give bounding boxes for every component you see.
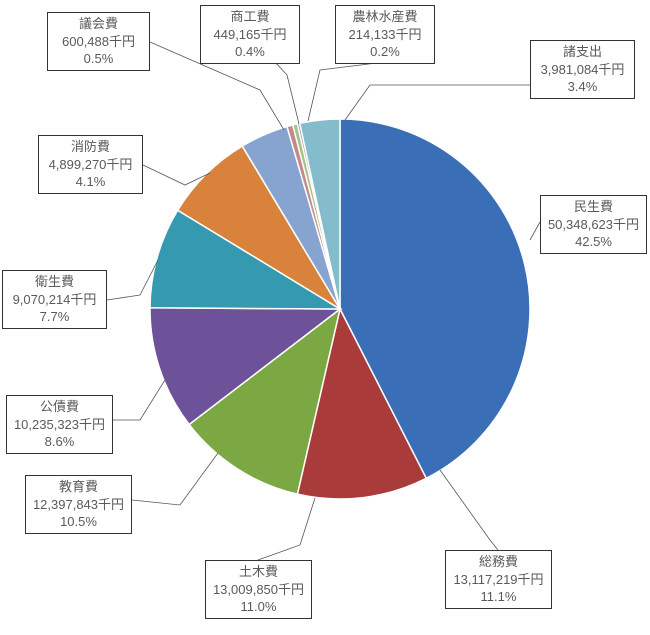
leader-line: [132, 453, 218, 505]
slice-label: 消防費4,899,270千円4.1%: [38, 135, 143, 194]
slice-label: 農林水産費214,133千円0.2%: [335, 5, 435, 64]
slice-label: 土木費13,009,850千円11.0%: [205, 560, 312, 619]
slice-label: 衛生費9,070,214千円7.7%: [2, 270, 107, 329]
slice-label-name: 衛生費: [3, 273, 106, 291]
slice-label-name: 農林水産費: [336, 8, 434, 26]
slice-label-value: 4,899,270千円: [39, 156, 142, 174]
slice-label-percent: 0.2%: [336, 43, 434, 61]
slice-label-percent: 0.5%: [48, 50, 149, 68]
slice-label-value: 3,981,084千円: [531, 61, 634, 79]
slice-label: 公債費10,235,323千円8.6%: [6, 395, 113, 454]
slice-label-value: 13,117,219千円: [446, 571, 551, 589]
slice-label-percent: 11.1%: [446, 588, 551, 606]
slice-label-percent: 42.5%: [541, 233, 646, 251]
slice-label: 教育費12,397,843千円10.5%: [25, 475, 132, 534]
slice-label-name: 教育費: [26, 478, 131, 496]
slice-label-name: 総務費: [446, 553, 551, 571]
slice-label-name: 民生費: [541, 198, 646, 216]
slice-label-value: 9,070,214千円: [3, 291, 106, 309]
slice-label: 諸支出3,981,084千円3.4%: [530, 40, 635, 99]
slice-label-value: 10,235,323千円: [7, 416, 112, 434]
slice-label-name: 商工費: [201, 8, 299, 26]
slice-label-value: 214,133千円: [336, 26, 434, 44]
slice-label-value: 449,165千円: [201, 26, 299, 44]
slice-label-name: 議会費: [48, 15, 149, 33]
slice-label: 商工費449,165千円0.4%: [200, 5, 300, 64]
slice-label: 民生費50,348,623千円42.5%: [540, 195, 647, 254]
slice-label-name: 諸支出: [531, 43, 634, 61]
slice-label: 議会費600,488千円0.5%: [47, 12, 150, 71]
slice-label-percent: 8.6%: [7, 433, 112, 451]
slice-label-percent: 11.0%: [206, 598, 311, 616]
leader-line: [440, 470, 498, 550]
slice-label-name: 公債費: [7, 398, 112, 416]
leader-line: [345, 85, 530, 120]
slice-label-name: 土木費: [206, 563, 311, 581]
leader-line: [113, 380, 165, 420]
slice-label-percent: 3.4%: [531, 78, 634, 96]
slice-label-value: 600,488千円: [48, 33, 149, 51]
budget-pie-chart: 民生費50,348,623千円42.5% 総務費13,117,219千円11.1%…: [0, 0, 650, 635]
leader-line: [258, 498, 315, 560]
slice-label-percent: 4.1%: [39, 173, 142, 191]
slice-label-percent: 10.5%: [26, 513, 131, 531]
slice-label-name: 消防費: [39, 138, 142, 156]
slice-label-value: 12,397,843千円: [26, 496, 131, 514]
leader-line: [530, 222, 540, 240]
slice-label-value: 13,009,850千円: [206, 581, 311, 599]
slice-label-percent: 7.7%: [3, 308, 106, 326]
slice-label-percent: 0.4%: [201, 43, 299, 61]
slice-label: 総務費13,117,219千円11.1%: [445, 550, 552, 609]
leader-line: [308, 62, 385, 121]
slice-label-value: 50,348,623千円: [541, 216, 646, 234]
